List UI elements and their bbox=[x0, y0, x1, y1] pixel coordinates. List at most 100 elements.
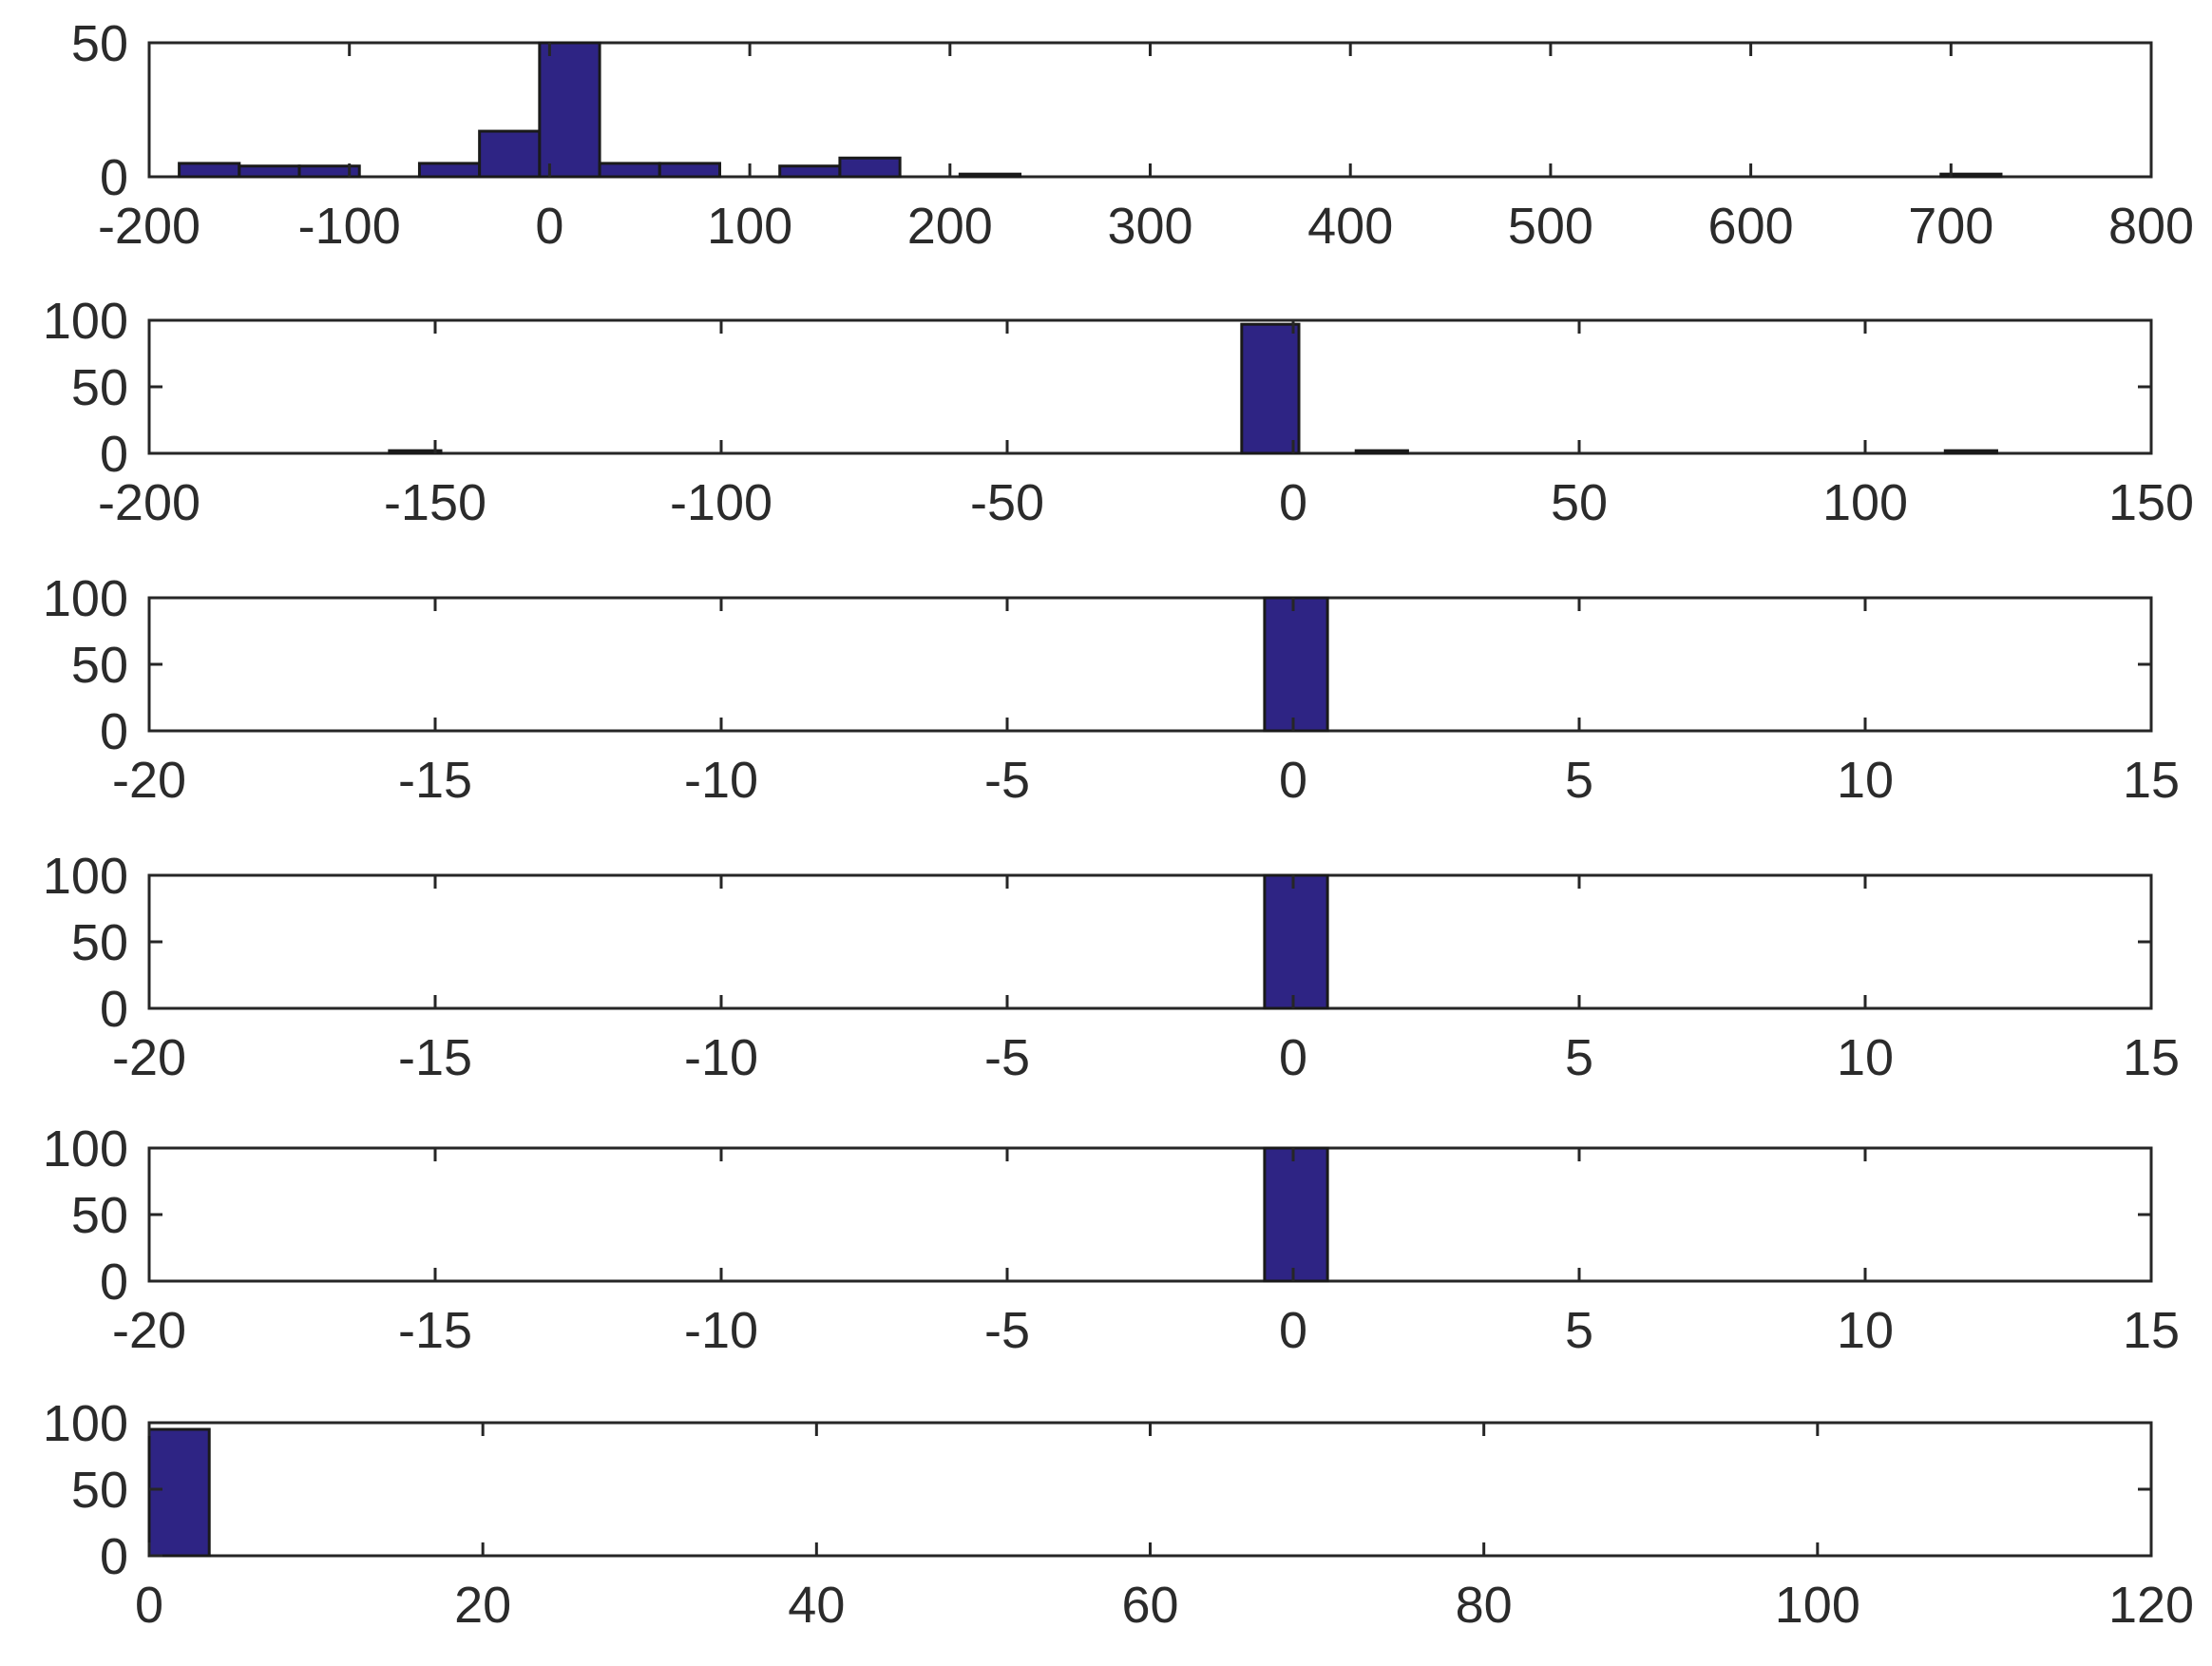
x-tick-label: -10 bbox=[684, 752, 758, 809]
y-tick-label: 0 bbox=[100, 703, 128, 760]
x-tick-label: 5 bbox=[1565, 1029, 1593, 1086]
x-tick-label: 0 bbox=[1279, 474, 1307, 531]
axes-frame bbox=[147, 1421, 2153, 1558]
x-tick-label: 80 bbox=[1456, 1577, 1513, 1634]
axes-frame bbox=[147, 41, 2153, 179]
y-tick-label: 0 bbox=[100, 1254, 128, 1311]
x-tick-label: -100 bbox=[298, 198, 401, 255]
histogram-bar bbox=[297, 164, 361, 179]
x-tick-label: 5 bbox=[1565, 752, 1593, 809]
histogram-bar bbox=[838, 156, 902, 179]
x-tick-label: 300 bbox=[1107, 198, 1192, 255]
x-tick-label: 15 bbox=[2123, 1029, 2180, 1086]
axes-frame bbox=[147, 1146, 2153, 1283]
x-tick-label: 800 bbox=[2108, 198, 2194, 255]
y-tick-label: 50 bbox=[71, 914, 128, 971]
x-tick-label: 600 bbox=[1708, 198, 1794, 255]
x-tick-label: -5 bbox=[984, 1302, 1030, 1359]
histogram-panel-4: -20 -15 -10 -5 0 5 10 15 0 50 100 bbox=[43, 848, 2180, 1086]
y-tick-label: 0 bbox=[100, 149, 128, 206]
histogram-bar bbox=[238, 164, 301, 179]
y-tick-label: 0 bbox=[100, 1528, 128, 1585]
y-tick-label: 0 bbox=[100, 981, 128, 1038]
axes-frame bbox=[147, 873, 2153, 1010]
histogram-bar bbox=[598, 162, 661, 179]
x-tick-label: 0 bbox=[135, 1577, 163, 1634]
x-tick-label: -20 bbox=[112, 1029, 186, 1086]
histogram-bar bbox=[538, 41, 601, 179]
x-tick-label: 400 bbox=[1307, 198, 1393, 255]
histogram-panel-1: -200 -100 0 100 200 300 400 500 600 700 800 0 50 bbox=[71, 15, 2194, 255]
x-tick-label: 60 bbox=[1121, 1577, 1178, 1634]
x-tick-label: 5 bbox=[1565, 1302, 1593, 1359]
x-tick-label: 0 bbox=[1279, 752, 1307, 809]
x-tick-label: 15 bbox=[2123, 1302, 2180, 1359]
histogram-panel-5: -20 -15 -10 -5 0 5 10 15 0 50 100 bbox=[43, 1120, 2180, 1359]
axes-frame bbox=[147, 596, 2153, 733]
y-tick-label: 100 bbox=[43, 293, 128, 350]
x-tick-label: -20 bbox=[112, 752, 186, 809]
histogram-bar bbox=[778, 164, 842, 179]
y-tick-label: 100 bbox=[43, 848, 128, 905]
histogram-bar bbox=[1263, 596, 1329, 733]
histogram-bar bbox=[388, 449, 443, 455]
x-tick-label: 500 bbox=[1508, 198, 1593, 255]
histogram-bar bbox=[1240, 322, 1301, 455]
y-tick-label: 100 bbox=[43, 1120, 128, 1178]
x-tick-label: 120 bbox=[2108, 1577, 2194, 1634]
x-tick-label: -15 bbox=[398, 752, 472, 809]
y-tick-label: 50 bbox=[71, 637, 128, 694]
x-tick-label: 10 bbox=[1837, 1302, 1894, 1359]
y-tick-label: 50 bbox=[71, 359, 128, 416]
histogram-bar bbox=[417, 162, 482, 179]
histogram-bar bbox=[147, 1427, 211, 1558]
x-tick-label: -5 bbox=[984, 752, 1030, 809]
x-tick-label: 40 bbox=[788, 1577, 845, 1634]
histogram-bar bbox=[178, 162, 241, 179]
x-tick-label: 50 bbox=[1551, 474, 1608, 531]
x-tick-label: 100 bbox=[707, 198, 792, 255]
x-tick-label: -15 bbox=[398, 1029, 472, 1086]
histogram-bar bbox=[478, 129, 542, 179]
x-tick-label: 100 bbox=[1822, 474, 1908, 531]
x-tick-label: -200 bbox=[98, 474, 200, 531]
x-tick-label: -10 bbox=[684, 1029, 758, 1086]
x-tick-label: 0 bbox=[1279, 1302, 1307, 1359]
x-tick-label: -20 bbox=[112, 1302, 186, 1359]
y-tick-label: 50 bbox=[71, 1187, 128, 1244]
histogram-panel-6: 0 20 40 60 80 100 120 0 50 100 bbox=[43, 1395, 2194, 1634]
x-tick-label: 10 bbox=[1837, 1029, 1894, 1086]
y-tick-label: 100 bbox=[43, 570, 128, 627]
x-tick-label: 150 bbox=[2108, 474, 2194, 531]
x-tick-label: -50 bbox=[970, 474, 1044, 531]
x-tick-label: -15 bbox=[398, 1302, 472, 1359]
histogram-bar bbox=[958, 172, 1022, 179]
x-tick-label: 100 bbox=[1775, 1577, 1860, 1634]
x-tick-label: 20 bbox=[454, 1577, 511, 1634]
x-tick-label: -200 bbox=[98, 198, 200, 255]
histogram-panel-2: -200 -150 -100 -50 0 50 100 150 0 50 100 bbox=[43, 293, 2194, 531]
histogram-bar bbox=[1263, 1146, 1329, 1283]
y-tick-label: 0 bbox=[100, 426, 128, 483]
x-tick-label: 700 bbox=[1908, 198, 1993, 255]
histogram-bar bbox=[658, 162, 721, 179]
y-tick-label: 50 bbox=[71, 15, 128, 72]
x-tick-label: 15 bbox=[2123, 752, 2180, 809]
histogram-bar bbox=[1263, 873, 1329, 1010]
x-tick-label: -10 bbox=[684, 1302, 758, 1359]
histogram-bar bbox=[1354, 449, 1409, 455]
x-tick-label: -150 bbox=[384, 474, 486, 531]
x-tick-label: 0 bbox=[535, 198, 563, 255]
histogram-bar bbox=[1943, 449, 1998, 455]
y-tick-label: 50 bbox=[71, 1462, 128, 1519]
histogram-panel-3: -20 -15 -10 -5 0 5 10 15 0 50 100 bbox=[43, 570, 2180, 809]
x-tick-label: -100 bbox=[670, 474, 772, 531]
x-tick-label: 0 bbox=[1279, 1029, 1307, 1086]
y-tick-label: 100 bbox=[43, 1395, 128, 1452]
axes-frame bbox=[147, 318, 2153, 455]
x-tick-label: -5 bbox=[984, 1029, 1030, 1086]
histogram-bar bbox=[1939, 172, 2003, 179]
x-tick-label: 200 bbox=[907, 198, 993, 255]
x-tick-label: 10 bbox=[1837, 752, 1894, 809]
